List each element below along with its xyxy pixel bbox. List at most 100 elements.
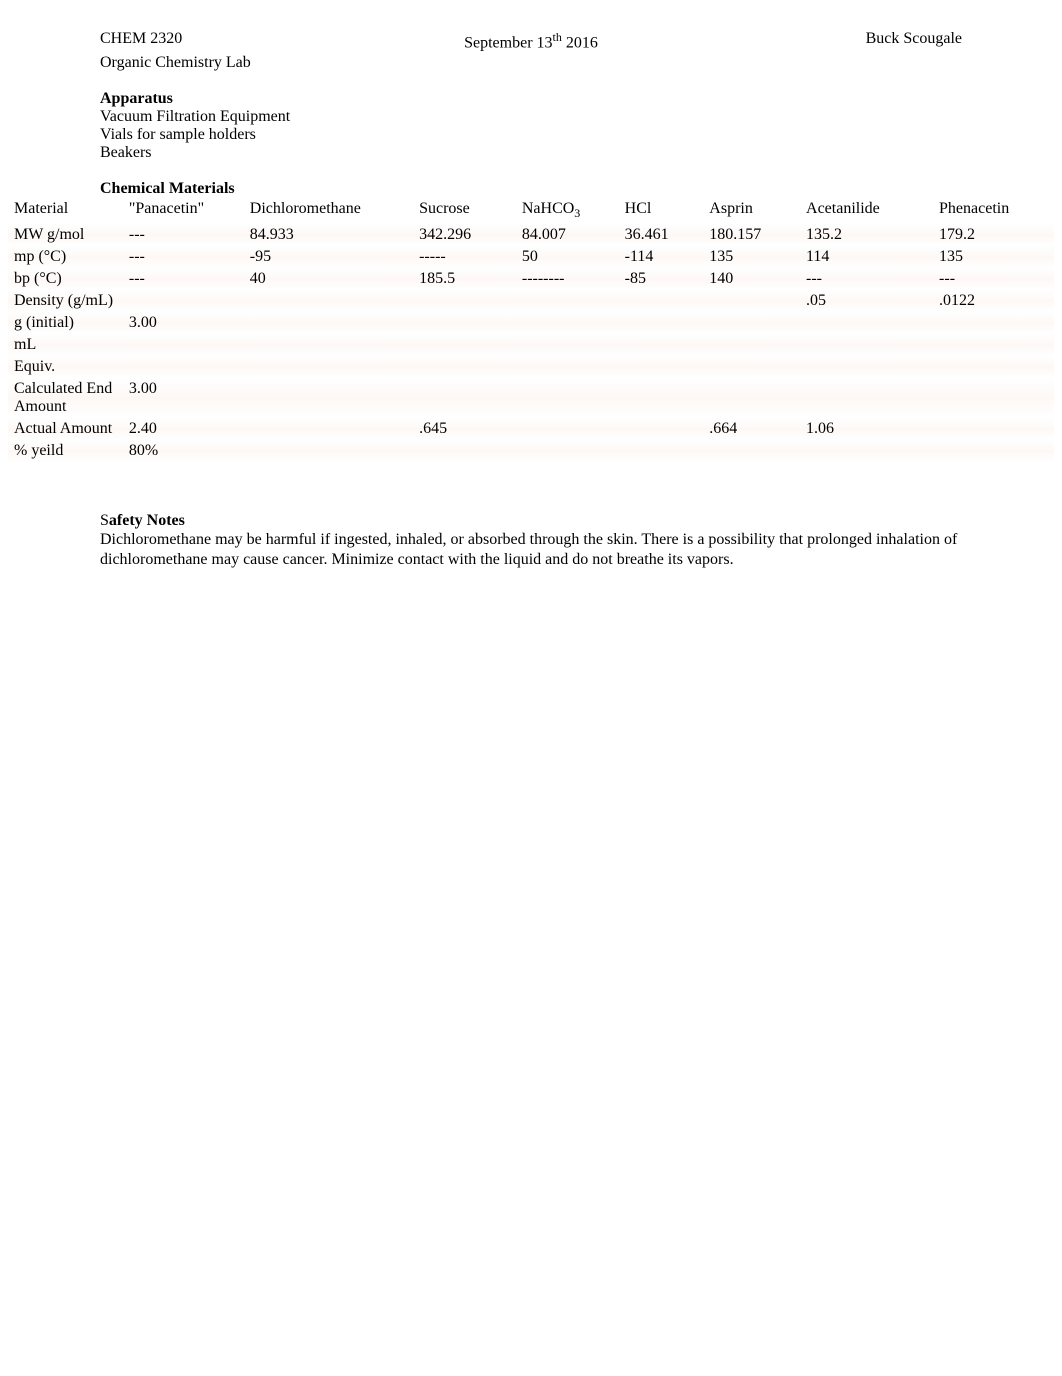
table-row: Equiv.	[8, 356, 1054, 378]
table-cell	[516, 356, 619, 378]
table-cell: ---	[123, 224, 244, 246]
table-cell: .0122	[933, 290, 1054, 312]
table-cell	[244, 290, 413, 312]
nahco3-sub: 3	[574, 207, 580, 221]
table-cell: -114	[619, 246, 704, 268]
table-cell	[933, 440, 1054, 462]
col-nahco3: NaHCO3	[516, 198, 619, 223]
table-row: g (initial)3.00	[8, 312, 1054, 334]
date-prefix: September 13	[464, 34, 552, 51]
table-cell	[123, 356, 244, 378]
table-cell: .664	[703, 418, 800, 440]
date-year: 2016	[562, 34, 598, 51]
table-row: bp (°C)---40185.5---------85140------	[8, 268, 1054, 290]
table-cell: 2.40	[123, 418, 244, 440]
table-cell	[703, 356, 800, 378]
table-body: MW g/mol---84.933342.29684.00736.461180.…	[8, 224, 1054, 462]
table-cell	[619, 418, 704, 440]
table-row: MW g/mol---84.933342.29684.00736.461180.…	[8, 224, 1054, 246]
table-cell: bp (°C)	[8, 268, 123, 290]
table-cell	[619, 334, 704, 356]
table-cell: 3.00	[123, 378, 244, 418]
table-cell	[703, 440, 800, 462]
date-superscript: th	[553, 30, 562, 44]
table-cell	[244, 312, 413, 334]
table-cell: 135.2	[800, 224, 933, 246]
apparatus-line: Vacuum Filtration Equipment	[100, 108, 962, 126]
table-cell: 179.2	[933, 224, 1054, 246]
table-cell	[933, 312, 1054, 334]
table-cell: Calculated End Amount	[8, 378, 123, 418]
safety-title: Safety Notes	[100, 512, 962, 530]
table-cell	[516, 312, 619, 334]
table-row: Calculated End Amount3.00	[8, 378, 1054, 418]
col-acetanilide: Acetanilide	[800, 198, 933, 223]
table-cell	[800, 378, 933, 418]
table-cell: Actual Amount	[8, 418, 123, 440]
table-cell: ---	[123, 246, 244, 268]
table-cell: 36.461	[619, 224, 704, 246]
table-cell: .05	[800, 290, 933, 312]
table-header-row: Material "Panacetin" Dichloromethane Suc…	[8, 198, 1054, 223]
table-cell	[619, 290, 704, 312]
table-cell: 114	[800, 246, 933, 268]
apparatus-section: Apparatus Vacuum Filtration Equipment Vi…	[0, 90, 1062, 162]
col-panacetin: "Panacetin"	[123, 198, 244, 223]
table-cell	[933, 378, 1054, 418]
document-date: September 13th 2016	[387, 30, 674, 52]
table-cell	[244, 418, 413, 440]
table-cell	[933, 334, 1054, 356]
col-hcl: HCl	[619, 198, 704, 223]
table-cell	[413, 378, 516, 418]
nahco3-pre: NaHCO	[522, 200, 574, 217]
table-cell: 342.296	[413, 224, 516, 246]
table-cell	[703, 378, 800, 418]
table-cell	[413, 356, 516, 378]
document-header: CHEM 2320 September 13th 2016 Buck Scoug…	[0, 30, 1062, 52]
table-cell	[800, 356, 933, 378]
apparatus-title: Apparatus	[100, 90, 962, 108]
table-cell: 84.933	[244, 224, 413, 246]
table-cell: 135	[933, 246, 1054, 268]
table-cell	[244, 334, 413, 356]
table-cell	[703, 334, 800, 356]
table-cell: % yeild	[8, 440, 123, 462]
safety-title-s: S	[100, 512, 109, 529]
table-cell: 50	[516, 246, 619, 268]
course-code: CHEM 2320	[100, 30, 387, 52]
table-row: Actual Amount2.40 .645 .6641.06	[8, 418, 1054, 440]
table-cell	[123, 334, 244, 356]
chemical-materials-table: Material "Panacetin" Dichloromethane Suc…	[8, 198, 1054, 461]
table-cell	[933, 356, 1054, 378]
table-cell: 180.157	[703, 224, 800, 246]
safety-section: Safety Notes Dichloromethane may be harm…	[0, 512, 1062, 572]
table-cell: 40	[244, 268, 413, 290]
table-cell: ---	[123, 268, 244, 290]
chemical-materials-table-wrapper: Material "Panacetin" Dichloromethane Suc…	[0, 198, 1062, 461]
table-cell: -85	[619, 268, 704, 290]
chemical-materials-title: Chemical Materials	[100, 180, 962, 198]
apparatus-line: Beakers	[100, 144, 962, 162]
table-cell	[516, 440, 619, 462]
table-cell	[800, 440, 933, 462]
table-cell: .645	[413, 418, 516, 440]
table-cell	[516, 290, 619, 312]
chemical-materials-heading: Chemical Materials	[0, 180, 1062, 198]
lab-name: Organic Chemistry Lab	[0, 54, 1062, 72]
table-row: mp (°C)----95-----50-114135114135	[8, 246, 1054, 268]
safety-title-rest: afety Notes	[109, 512, 185, 529]
table-row: % yeild80%	[8, 440, 1054, 462]
col-dichloro: Dichloromethane	[244, 198, 413, 223]
table-cell: 140	[703, 268, 800, 290]
table-cell: Equiv.	[8, 356, 123, 378]
table-cell	[619, 440, 704, 462]
table-cell	[619, 356, 704, 378]
table-cell: mL	[8, 334, 123, 356]
table-cell: 135	[703, 246, 800, 268]
table-cell	[516, 334, 619, 356]
table-cell: ---	[800, 268, 933, 290]
table-cell: 1.06	[800, 418, 933, 440]
apparatus-line: Vials for sample holders	[100, 126, 962, 144]
table-cell	[413, 440, 516, 462]
table-cell	[619, 378, 704, 418]
